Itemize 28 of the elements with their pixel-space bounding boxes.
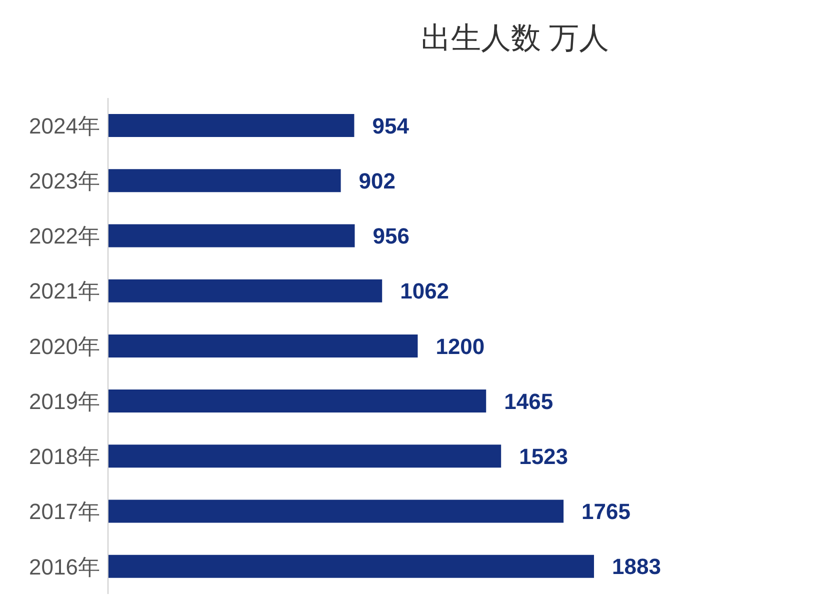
- data-label: 1523: [519, 444, 568, 469]
- y-tick-label: 2016年: [29, 554, 100, 580]
- y-tick-label: 2022年: [29, 224, 100, 249]
- bar: [108, 444, 502, 468]
- data-label: 902: [358, 168, 396, 194]
- bar: [108, 114, 354, 137]
- data-label: 1765: [582, 499, 630, 524]
- bar: [108, 279, 382, 302]
- y-tick-label: 2024年: [29, 113, 100, 138]
- bar: [108, 334, 418, 358]
- bar: [108, 554, 594, 578]
- y-tick-label: 2023年: [29, 168, 100, 194]
- y-tick-label: 2021年: [29, 278, 100, 304]
- data-label: 1062: [400, 278, 450, 304]
- data-label: 1200: [436, 334, 485, 359]
- data-label: 1465: [504, 388, 554, 414]
- bar: [108, 500, 564, 523]
- chart-title: 出生人数 万人: [420, 21, 610, 57]
- y-tick-label: 2018年: [29, 444, 100, 470]
- data-label: 956: [372, 224, 410, 249]
- y-tick-label: 2019年: [29, 388, 100, 414]
- data-label: 954: [372, 113, 410, 138]
- y-tick-label: 2020年: [29, 334, 100, 359]
- bar: [108, 390, 486, 413]
- data-label: 1883: [612, 554, 661, 580]
- y-tick-label: 2017年: [29, 499, 100, 524]
- bar: [108, 169, 341, 192]
- bar: [108, 224, 355, 248]
